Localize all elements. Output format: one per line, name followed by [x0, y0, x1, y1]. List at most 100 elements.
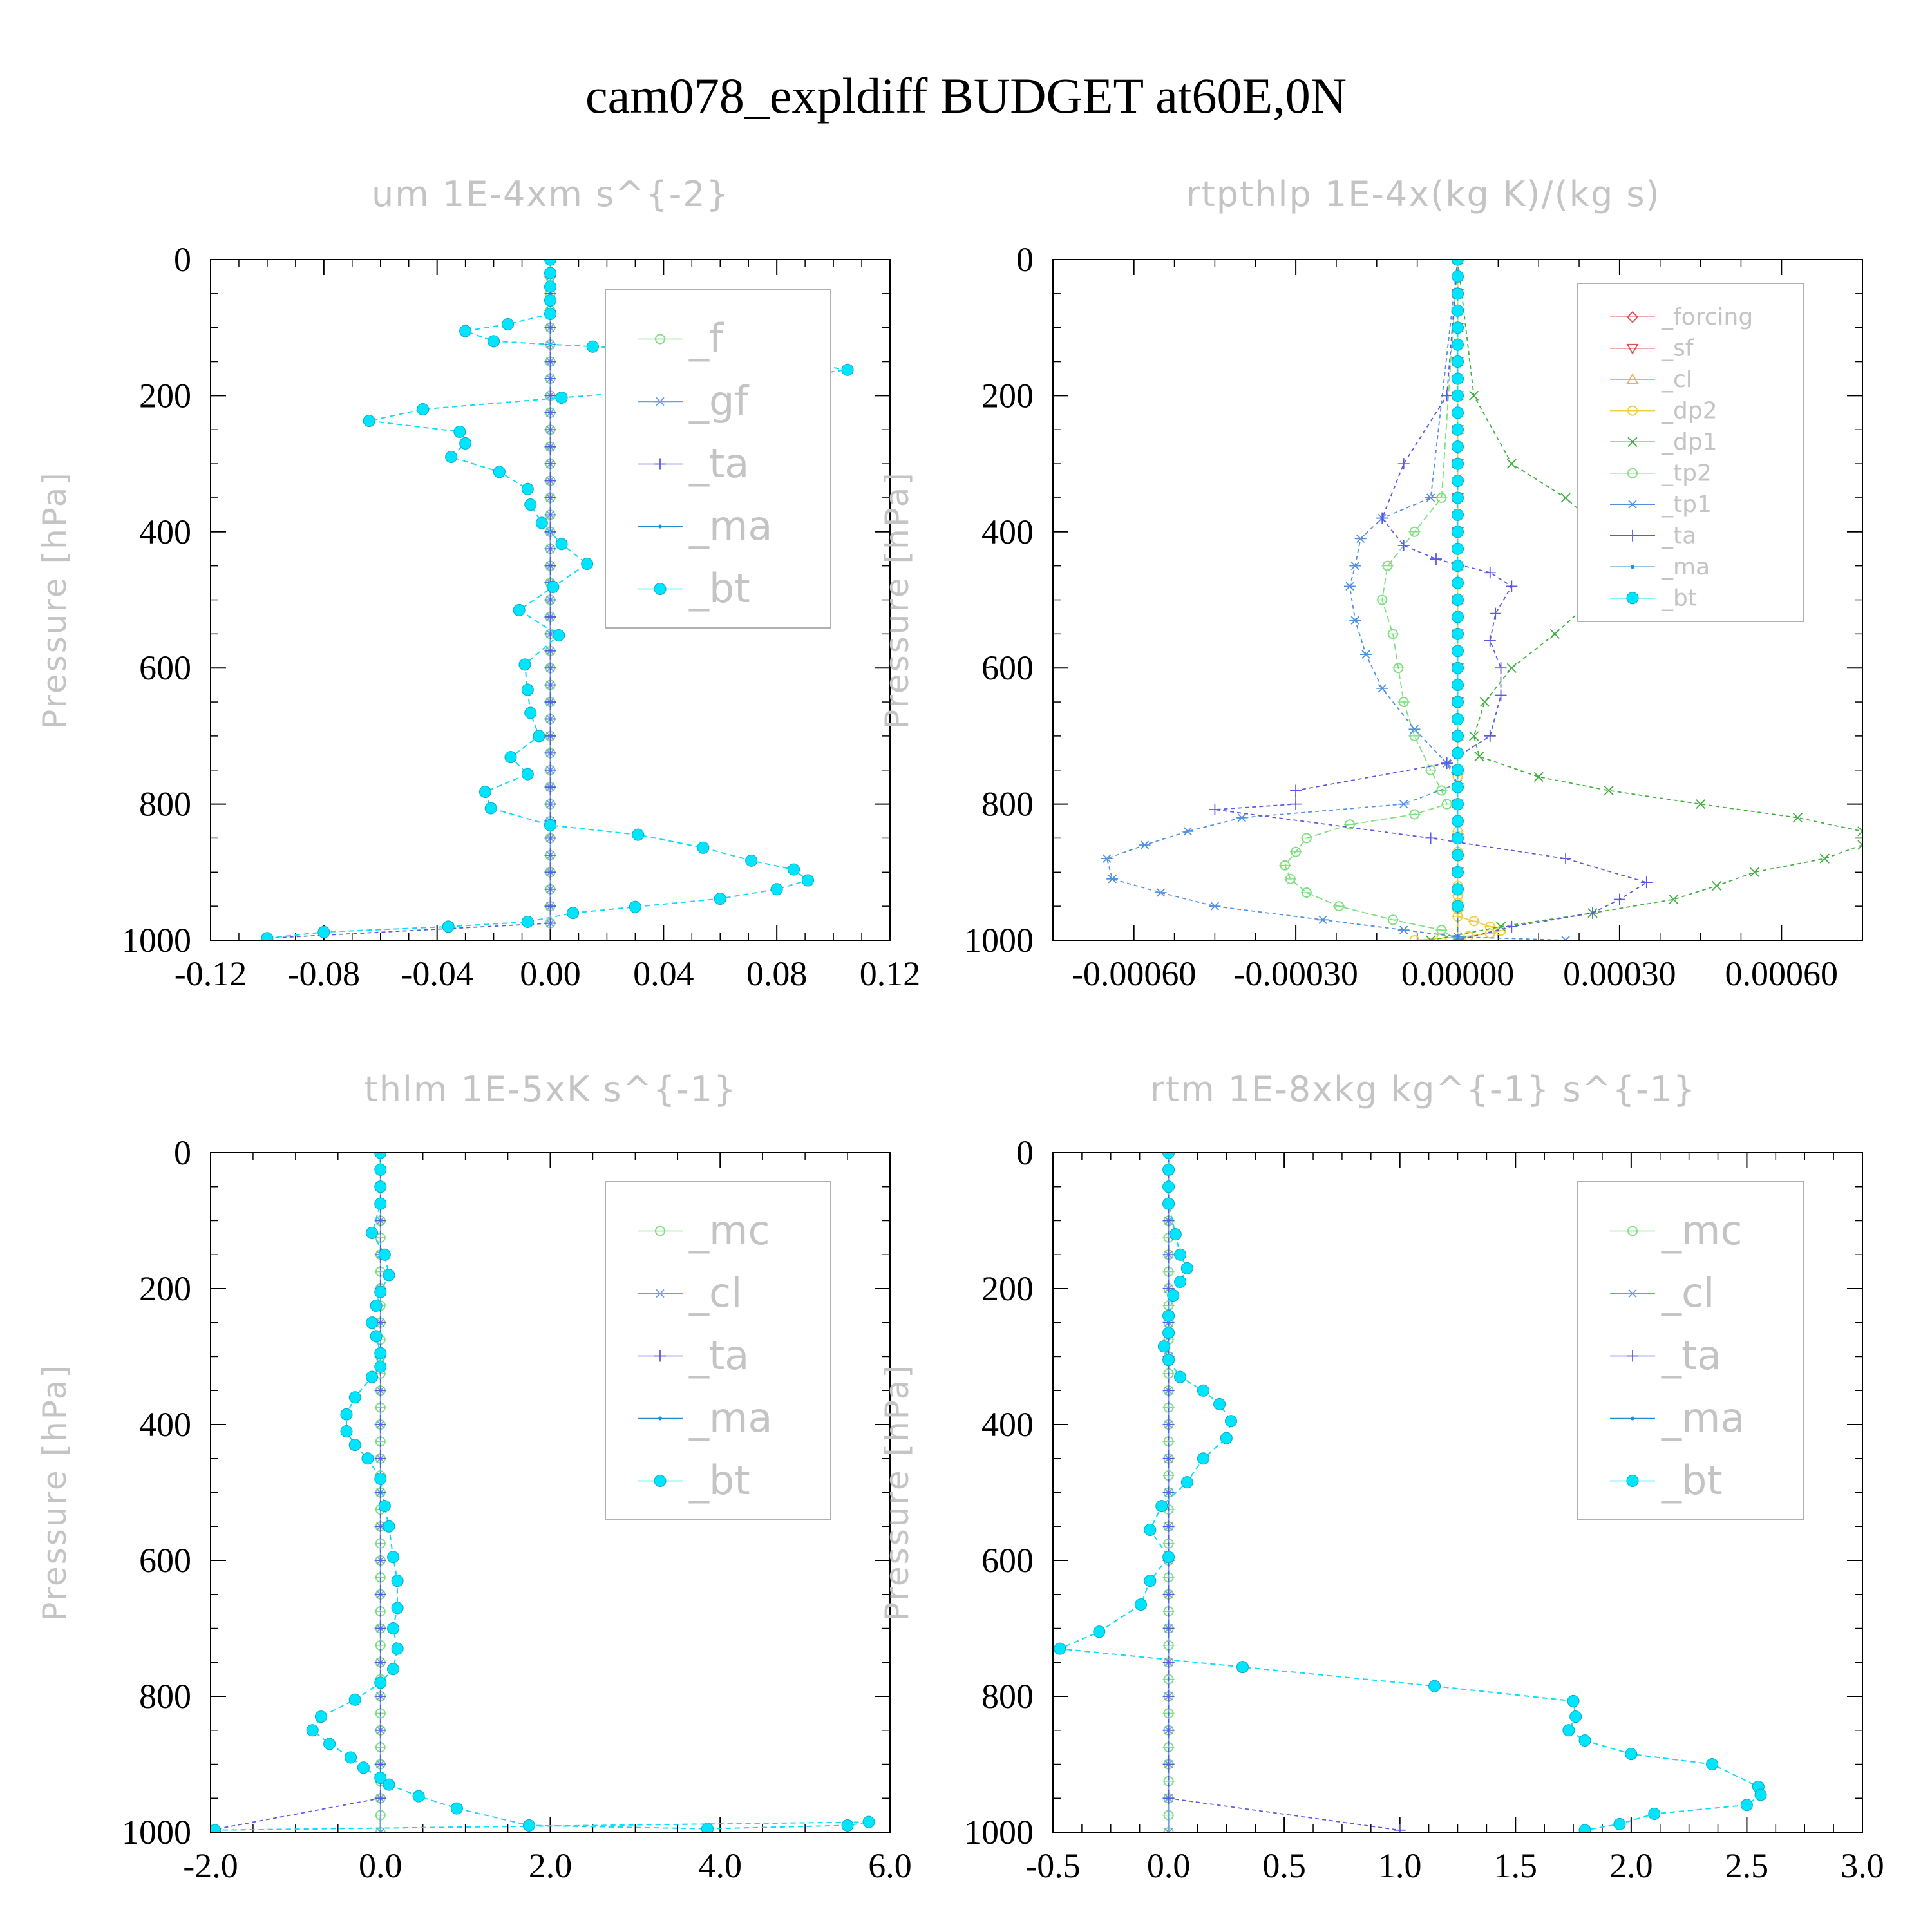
legend-marker — [654, 397, 666, 406]
legend-label: _bt — [1661, 1457, 1723, 1504]
data-point-dot — [1452, 815, 1464, 828]
data-point — [1397, 925, 1410, 934]
data-point-dot — [1625, 1748, 1638, 1761]
data-point-dot — [1452, 406, 1464, 419]
data-point-dot — [1452, 661, 1464, 674]
data-point — [745, 854, 758, 867]
data-point — [1474, 751, 1484, 762]
data-point-plus — [1441, 757, 1453, 770]
data-point — [544, 764, 556, 776]
data-point — [1452, 594, 1464, 606]
data-point-plus — [1162, 1690, 1175, 1702]
data-point-dot — [544, 267, 556, 279]
data-point-dot — [1567, 1694, 1580, 1707]
data-point — [1754, 1788, 1767, 1801]
data-point — [1452, 645, 1464, 658]
data-point-dot — [1134, 1598, 1147, 1611]
data-point-dot — [1452, 712, 1464, 725]
legend-marker — [1626, 592, 1639, 605]
data-point — [544, 713, 556, 725]
data-point-plus — [374, 1690, 386, 1702]
data-point — [1394, 1824, 1406, 1832]
legend-marker — [654, 1289, 666, 1298]
y-tick-label: 200 — [981, 376, 1034, 415]
data-point — [374, 1180, 387, 1193]
data-point — [544, 798, 556, 810]
data-point-dot — [1144, 1575, 1157, 1587]
panels: um 1E-4xm s^{-2} Pressure [hPa] 0 200 400 600… — [36, 174, 1884, 1885]
data-point — [1452, 883, 1464, 896]
x-tick-label: 0.00060 — [1725, 954, 1839, 993]
data-point-dot — [1174, 1248, 1187, 1261]
data-point — [544, 355, 556, 368]
data-point — [544, 696, 556, 708]
data-point — [1452, 321, 1464, 334]
data-point-cross — [1479, 697, 1490, 707]
data-point — [1392, 663, 1405, 674]
data-point-dot — [348, 1439, 361, 1452]
legend-marker — [654, 334, 666, 345]
data-point-plus — [544, 424, 556, 436]
data-point-plus — [1162, 1758, 1175, 1770]
data-point — [544, 406, 556, 419]
data-point — [366, 1370, 379, 1383]
data-point — [391, 1642, 404, 1655]
data-point-dot — [1144, 1524, 1157, 1537]
data-point-plus — [374, 1215, 386, 1227]
data-point-dot — [323, 1738, 336, 1750]
legend-marker — [1627, 1350, 1638, 1362]
legend-box — [1577, 283, 1804, 622]
data-point-dot — [586, 340, 599, 353]
data-point-dot — [1452, 321, 1464, 334]
data-point — [1236, 1661, 1249, 1674]
data-point — [544, 543, 556, 555]
data-point — [1452, 781, 1464, 793]
data-point-dot — [366, 1226, 379, 1239]
data-point — [1162, 1520, 1175, 1533]
data-point — [1648, 1808, 1661, 1821]
data-point — [348, 1693, 361, 1706]
data-point — [1167, 1289, 1180, 1302]
legend-marker — [1626, 343, 1639, 355]
legend-marker-pt — [1631, 1416, 1634, 1421]
data-point — [450, 1802, 463, 1815]
data-point-plus — [1506, 580, 1518, 592]
data-point-plus — [1162, 1249, 1175, 1261]
legend-marker — [1627, 529, 1638, 542]
data-point — [1182, 827, 1194, 836]
data-point — [374, 1215, 386, 1227]
data-point — [1452, 831, 1464, 844]
data-point-cross — [1506, 459, 1517, 469]
data-point — [1441, 799, 1453, 810]
data-point-dot — [1162, 1163, 1175, 1176]
data-point — [374, 1197, 387, 1210]
y-tick-label: 400 — [981, 1405, 1034, 1444]
data-point — [1408, 526, 1421, 537]
data-point — [1740, 1799, 1753, 1812]
data-point — [544, 900, 556, 913]
legend-marker-star — [1627, 1289, 1638, 1298]
data-point-dot — [1452, 831, 1464, 844]
data-point — [1162, 1551, 1175, 1564]
data-point — [1506, 663, 1517, 673]
series-line — [1106, 260, 1566, 940]
data-point-cross — [1469, 731, 1479, 741]
data-point-star — [1560, 936, 1572, 940]
data-point-dot — [1452, 798, 1464, 811]
data-point — [1452, 849, 1464, 862]
data-point — [1425, 935, 1436, 940]
data-point-dot — [544, 308, 556, 321]
data-point — [1560, 853, 1572, 865]
data-point-dot — [374, 1472, 387, 1485]
data-point-dot — [1452, 576, 1464, 589]
data-point — [544, 781, 556, 793]
data-point-plus — [374, 1385, 386, 1397]
legend-marker — [654, 458, 666, 470]
data-point-dot — [1452, 594, 1464, 606]
data-point-dot — [1452, 627, 1464, 640]
legend-box — [1577, 1181, 1804, 1520]
x-tick-label: 0.08 — [746, 954, 808, 993]
legend: _mc _cl _ta _ma _bt — [1577, 1181, 1804, 1520]
data-point — [374, 1153, 387, 1159]
data-point — [1162, 1792, 1175, 1804]
